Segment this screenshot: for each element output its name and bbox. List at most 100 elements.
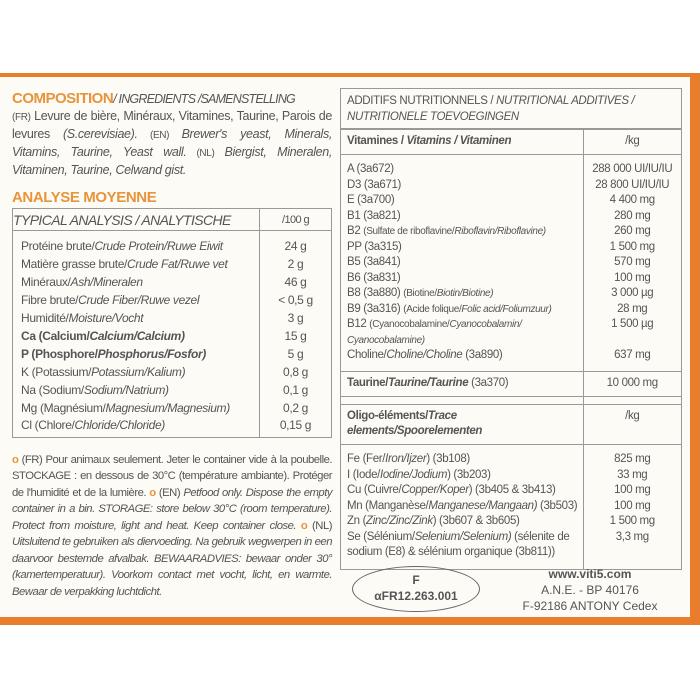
vitamin-value: 260 mg — [582, 224, 681, 240]
vitamin-name: B6 (3a831) — [347, 271, 401, 284]
table-row: Protéine brute/Crude Protein/Ruwe Eiwit 2… — [13, 230, 332, 255]
vitamin-name: Choline/ — [347, 349, 387, 361]
element-translation: Copper/Koper — [401, 484, 469, 496]
vitamin-value: 28 mg — [582, 301, 681, 317]
vitamin-name: E (3a700) — [347, 194, 395, 206]
nutrient-fr: Fibre brute/ — [21, 292, 79, 307]
table-row: B9 (3a316) (Acide folique/Folic acid/Fol… — [341, 301, 681, 318]
vitamin-value: 280 mg — [582, 208, 681, 224]
taurine-translation: Taurine/Taurine — [388, 377, 469, 389]
table-row: Matière grasse brute/Crude Fat/Ruwe vet 2… — [13, 254, 332, 273]
nutrient-label: Matière grasse brute/Crude Fat/Ruwe vet — [13, 255, 260, 273]
element-code: (3b503) — [537, 499, 578, 512]
lang-tag: (EN) — [137, 130, 182, 141]
nutrient-label: Fibre brute/Crude Fiber/Ruwe vezel — [13, 291, 260, 309]
vitamin-code: (3a890) — [462, 349, 503, 361]
nutrient-fr: Protéine brute/ — [21, 238, 95, 253]
analysis-title: ANALYSE MOYENNE — [12, 189, 157, 206]
nutrient-label: Mg (Magnésium/Magnesium/Magnesium) — [13, 399, 260, 417]
element-value: 1 500 mg — [582, 514, 681, 530]
table-row: B5 (3a841) 570 mg — [341, 255, 681, 271]
bullet-icon: o — [300, 519, 308, 532]
vitamin-label: B2 (Sulfate de riboflavine/Riboflavin/Ri… — [341, 224, 583, 240]
bullet-icon: o — [149, 486, 156, 499]
table-row: I (Iode/Iodine/Jodium) (3b203) 33 mg — [341, 467, 681, 483]
taurine-label: Taurine/Taurine/Taurine (3a370) — [341, 371, 583, 397]
nutrient-value: 5 g — [259, 344, 332, 363]
additives-table: Vitamines / Vitamins / Vitaminen/kg A (3a… — [341, 129, 681, 569]
nutrient-label: Protéine brute/Crude Protein/Ruwe Eiwit — [13, 231, 260, 255]
orange-border-bottom — [0, 617, 700, 625]
website-link[interactable]: www.viti5.com — [548, 567, 632, 581]
vitamin-value: 570 mg — [582, 255, 681, 271]
table-row: Choline/Choline/Choline (3a890) 637 mg — [341, 348, 681, 364]
element-name: Cu (Cuivre/ — [347, 484, 402, 496]
nutrient-translation: Potassium/Kalium) — [91, 364, 186, 379]
spacer — [582, 560, 681, 569]
vitamin-source: (Biotine/ — [403, 288, 437, 299]
taurine-name: Taurine/ — [347, 377, 389, 389]
element-code: (sélenite de sodium (E8) & sélénium orga… — [347, 530, 570, 559]
section-title-translation: Vitamins / Vitaminen — [406, 135, 512, 147]
vitamin-label: PP (3a315) — [341, 240, 583, 256]
element-name: I (Iode/ — [347, 468, 380, 481]
element-value: 33 mg — [582, 467, 681, 483]
nutrient-fr: Cl (Chlore/ — [21, 417, 75, 432]
element-translation: Iron/Ijzer — [385, 453, 427, 465]
element-name: Fe (Fer/ — [347, 453, 386, 465]
table-row: Minéraux/Ash/Mineralen 46 g — [13, 272, 332, 291]
label-panel — [0, 73, 690, 619]
vitamin-label: B6 (3a831) — [341, 271, 583, 287]
section-header: Oligo-éléments/Trace elements/Spooreleme… — [341, 403, 583, 445]
vitamin-label: B9 (3a316) (Acide folique/Folic acid/Fol… — [341, 302, 583, 318]
element-translation: Selenium/Selenium) — [414, 530, 512, 543]
table-row: K (Potassium/Potassium/Kalium) 0,8 g — [13, 362, 332, 381]
lang-tag: (FR) — [12, 112, 31, 123]
nutrient-value: 0,15 g — [259, 416, 332, 437]
spacer — [582, 444, 681, 452]
section-title: Vitamines / — [347, 135, 407, 147]
composition-species: (S.cerevisiae). — [62, 127, 138, 141]
table-row: Fe (Fer/Iron/Ijzer) (3b108) 825 mg — [341, 452, 681, 468]
nutrient-value: 0,1 g — [259, 380, 332, 399]
taurine-code: (3a370) — [468, 377, 509, 389]
notes-fr: (FR) Pour animaux seulement. Jeter le co… — [12, 453, 333, 499]
table-row: Mg (Magnésium/Magnesium/Magnesium) 0,2 g — [13, 398, 332, 417]
nutrient-translation: Crude Fiber/Ruwe vezel — [78, 292, 200, 307]
nutrient-translation: Crude Fat/Ruwe vet — [127, 256, 228, 271]
table-row: B8 (3a880) (Biotine/Biotin/Biotine) 3 000… — [341, 286, 681, 302]
vitamin-source: (Acide folique/ — [403, 303, 462, 315]
notes-en: Petfood only. Dispose the empty containe… — [12, 486, 333, 532]
vitamin-source-translation: Folic acid/Foliumzuur) — [461, 303, 552, 315]
nutrient-value: 46 g — [259, 272, 332, 291]
element-value: 825 mg — [582, 452, 681, 468]
nutrient-value: 0,2 g — [259, 398, 332, 417]
element-value: 3,3 mg — [582, 529, 681, 561]
nutrient-label: Humidité/Moisture/Vocht — [13, 309, 260, 327]
composition-en: Brewer's yeast, Minerals, Vitamins, Taur… — [12, 127, 333, 159]
element-code: ) (3b108) — [426, 453, 470, 465]
section-header-row: Oligo-éléments/Trace elements/Spooreleme… — [341, 403, 681, 445]
nutrient-translation: Moisture/Vocht — [68, 310, 144, 325]
vitamin-label: D3 (3a671) — [341, 178, 583, 194]
vitamin-name: B1 (3a821) — [347, 209, 401, 222]
element-name: Mn (Manganèse/ — [347, 499, 429, 512]
table-row: B12 (Cyanocobalamine/Cyanocobalamin/ Cya… — [341, 317, 681, 348]
composition-text: (FR) Levure de bière, Minéraux, Vitamine… — [12, 108, 332, 179]
lang-tag: (EN) — [155, 486, 184, 499]
vitamin-name: PP (3a315) — [347, 240, 402, 253]
vitamin-source: (Sulfate de riboflavine/ — [363, 226, 455, 237]
spacer-row — [341, 560, 681, 569]
vitamin-value: 1 500 mg — [582, 239, 681, 255]
table-row: Na (Sodium/Sodium/Natrium) 0,1 g — [13, 380, 332, 399]
stamp-number: αFR12.263.001 — [374, 589, 458, 603]
bullet-icon: o — [12, 453, 19, 466]
left-column: COMPOSITION/ INGREDIENTS /SAMENSTELLING … — [12, 90, 333, 600]
analysis-unit: /100 g — [259, 208, 332, 231]
section-title-translation: Trace elements/Spoorelementen — [347, 409, 483, 438]
nutrient-label: P (Phosphore/Phosphorus/Fosfor) — [13, 345, 260, 363]
vitamin-source: (Cyanocobalamine/ — [369, 319, 450, 330]
nutrient-fr: K (Potassium/ — [21, 364, 92, 379]
table-row: P (Phosphore/Phosphorus/Fosfor) 5 g — [13, 344, 332, 363]
company-address: www.viti5.com A.N.E. - BP 40176 F-92186 … — [500, 566, 680, 614]
